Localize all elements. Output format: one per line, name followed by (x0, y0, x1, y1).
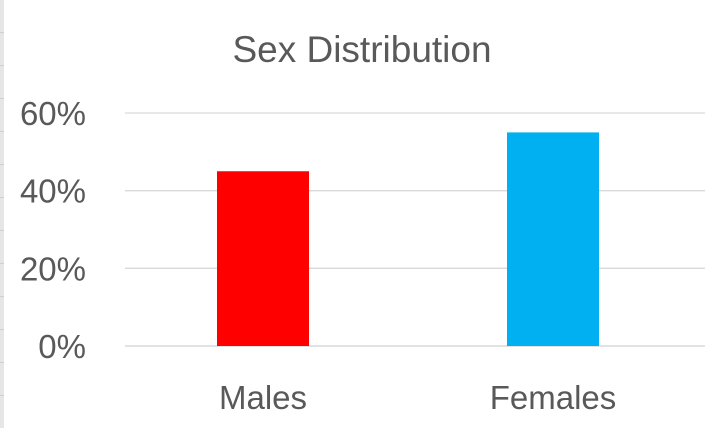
spreadsheet-row-divider (0, 230, 4, 231)
y-tick-label: 20% (20, 250, 86, 287)
chart-title: Sex Distribution (232, 29, 491, 70)
x-axis-tick-labels: Males Females (219, 379, 616, 416)
spreadsheet-edge (0, 0, 4, 428)
spreadsheet-row-divider (0, 263, 4, 264)
bars (217, 132, 599, 346)
y-tick-label: 0% (38, 328, 86, 365)
spreadsheet-row-divider (0, 131, 4, 132)
spreadsheet-row-divider (0, 395, 4, 396)
x-tick-label-females: Females (490, 379, 617, 416)
spreadsheet-row-divider (0, 362, 4, 363)
spreadsheet-row-divider (0, 329, 4, 330)
spreadsheet-row-divider (0, 197, 4, 198)
spreadsheet-row-divider (0, 164, 4, 165)
spreadsheet-row-divider (0, 65, 4, 66)
x-tick-label-males: Males (219, 379, 307, 416)
y-axis-tick-labels: 0% 20% 40% 60% (20, 95, 86, 365)
bar-males (217, 171, 309, 346)
spreadsheet-row-divider (0, 98, 4, 99)
spreadsheet-row-divider (0, 296, 4, 297)
spreadsheet-row-divider (0, 32, 4, 33)
y-tick-label: 60% (20, 95, 86, 132)
y-tick-label: 40% (20, 173, 86, 210)
gridlines (125, 112, 705, 347)
bar-females (507, 132, 599, 346)
